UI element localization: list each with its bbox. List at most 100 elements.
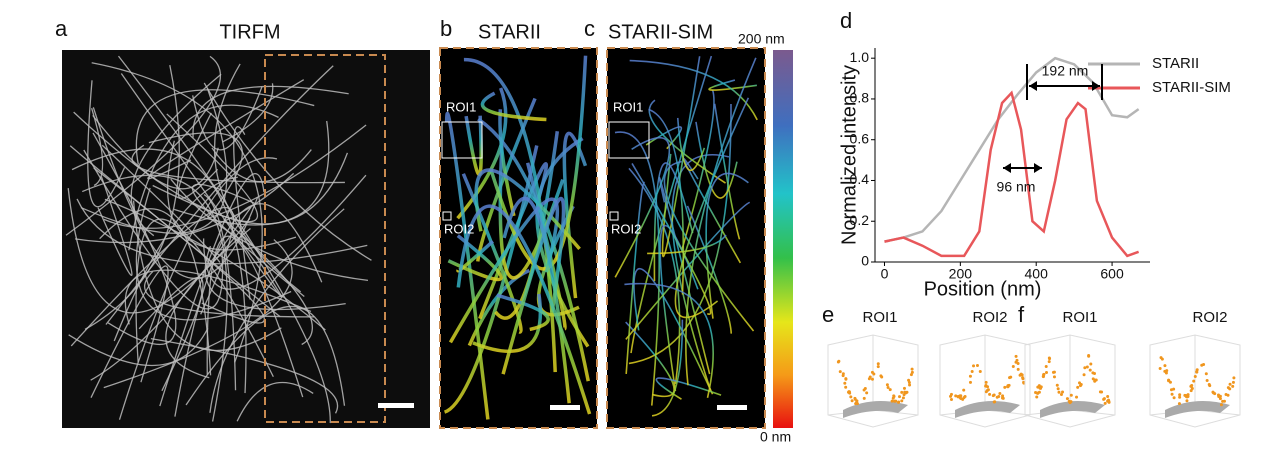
point	[865, 391, 869, 395]
point	[1189, 389, 1193, 393]
point	[954, 394, 958, 398]
point	[1167, 378, 1171, 382]
point	[870, 377, 874, 381]
point	[1178, 393, 1182, 397]
point	[1106, 395, 1110, 399]
point	[975, 364, 979, 368]
point	[1189, 384, 1193, 388]
point	[959, 396, 963, 400]
point	[1200, 363, 1204, 367]
point	[848, 391, 852, 395]
legend-label: STARII-SIM	[1152, 79, 1231, 96]
fiber	[74, 172, 295, 244]
fibers	[614, 55, 758, 417]
y-tick-label: 0.4	[850, 171, 870, 187]
fiber	[655, 377, 722, 400]
point	[1019, 372, 1023, 376]
fiber	[631, 162, 712, 316]
point	[963, 395, 967, 399]
point	[1016, 361, 1020, 365]
point	[876, 365, 880, 369]
point	[1231, 380, 1235, 384]
fiber	[84, 65, 180, 330]
colorbar-label: 200 nm	[738, 31, 785, 47]
colorbar-label: 0 nm	[760, 429, 791, 445]
fiber	[624, 282, 714, 398]
point	[880, 375, 884, 379]
point	[1007, 383, 1011, 387]
point	[1165, 369, 1169, 373]
point	[892, 394, 896, 398]
point	[1089, 362, 1093, 366]
fiber	[206, 235, 304, 398]
fiber	[191, 183, 305, 298]
plot-box	[939, 334, 1031, 428]
point	[1228, 387, 1232, 391]
y-tick-label: 0	[861, 253, 869, 269]
point	[872, 372, 876, 376]
panel-title: STARII	[478, 21, 541, 43]
fiber	[213, 63, 302, 293]
fiber	[105, 65, 334, 325]
fiber	[185, 306, 346, 406]
point	[1204, 372, 1208, 376]
point	[1218, 397, 1222, 401]
annotation: 192 nm	[1042, 63, 1089, 79]
roi-label: ROI2	[444, 221, 474, 236]
fiber	[87, 80, 126, 208]
x-tick-label: 200	[949, 266, 973, 282]
point	[1088, 368, 1092, 372]
fiber	[625, 182, 646, 374]
point	[1085, 365, 1089, 369]
fiber	[117, 55, 331, 424]
scale-bar	[717, 405, 747, 410]
point	[1011, 364, 1015, 368]
point	[1077, 381, 1081, 385]
point	[1015, 358, 1019, 362]
point	[1037, 384, 1041, 388]
point	[1169, 388, 1173, 392]
fiber	[676, 117, 706, 171]
fiber	[496, 293, 550, 332]
fiber	[65, 55, 221, 236]
fiber	[104, 198, 326, 331]
plot-title: ROI2	[1192, 309, 1227, 326]
fiber	[70, 206, 235, 347]
fiber	[81, 174, 228, 422]
fiber	[625, 201, 751, 340]
scale-bar	[550, 405, 580, 410]
point	[1082, 373, 1086, 377]
roi-label: ROI2	[611, 221, 641, 236]
point	[850, 399, 854, 403]
point	[900, 399, 904, 403]
point	[1211, 391, 1215, 395]
point	[1231, 384, 1235, 388]
point	[1170, 392, 1174, 396]
plot-title: ROI2	[972, 309, 1007, 326]
point	[1103, 401, 1107, 405]
arrow-head	[1029, 81, 1100, 91]
roi-box	[609, 211, 619, 221]
fiber	[671, 154, 730, 391]
point	[1035, 391, 1039, 395]
point	[886, 386, 890, 390]
point	[1098, 390, 1102, 394]
point	[1035, 395, 1039, 399]
point	[988, 392, 992, 396]
point	[1195, 370, 1199, 374]
fiber	[625, 321, 675, 398]
point	[1087, 354, 1091, 358]
fiber	[535, 137, 590, 348]
x-axis-label: Position (nm)	[924, 278, 1042, 300]
fiber	[159, 173, 265, 407]
roi-box	[264, 54, 386, 423]
point	[998, 391, 1002, 395]
point	[1172, 396, 1176, 400]
fiber	[143, 271, 315, 318]
fiber	[456, 204, 592, 415]
point	[1107, 400, 1111, 404]
colorbar	[773, 50, 793, 428]
scale-bar	[378, 403, 414, 408]
point	[1039, 386, 1043, 390]
point	[1091, 377, 1095, 381]
